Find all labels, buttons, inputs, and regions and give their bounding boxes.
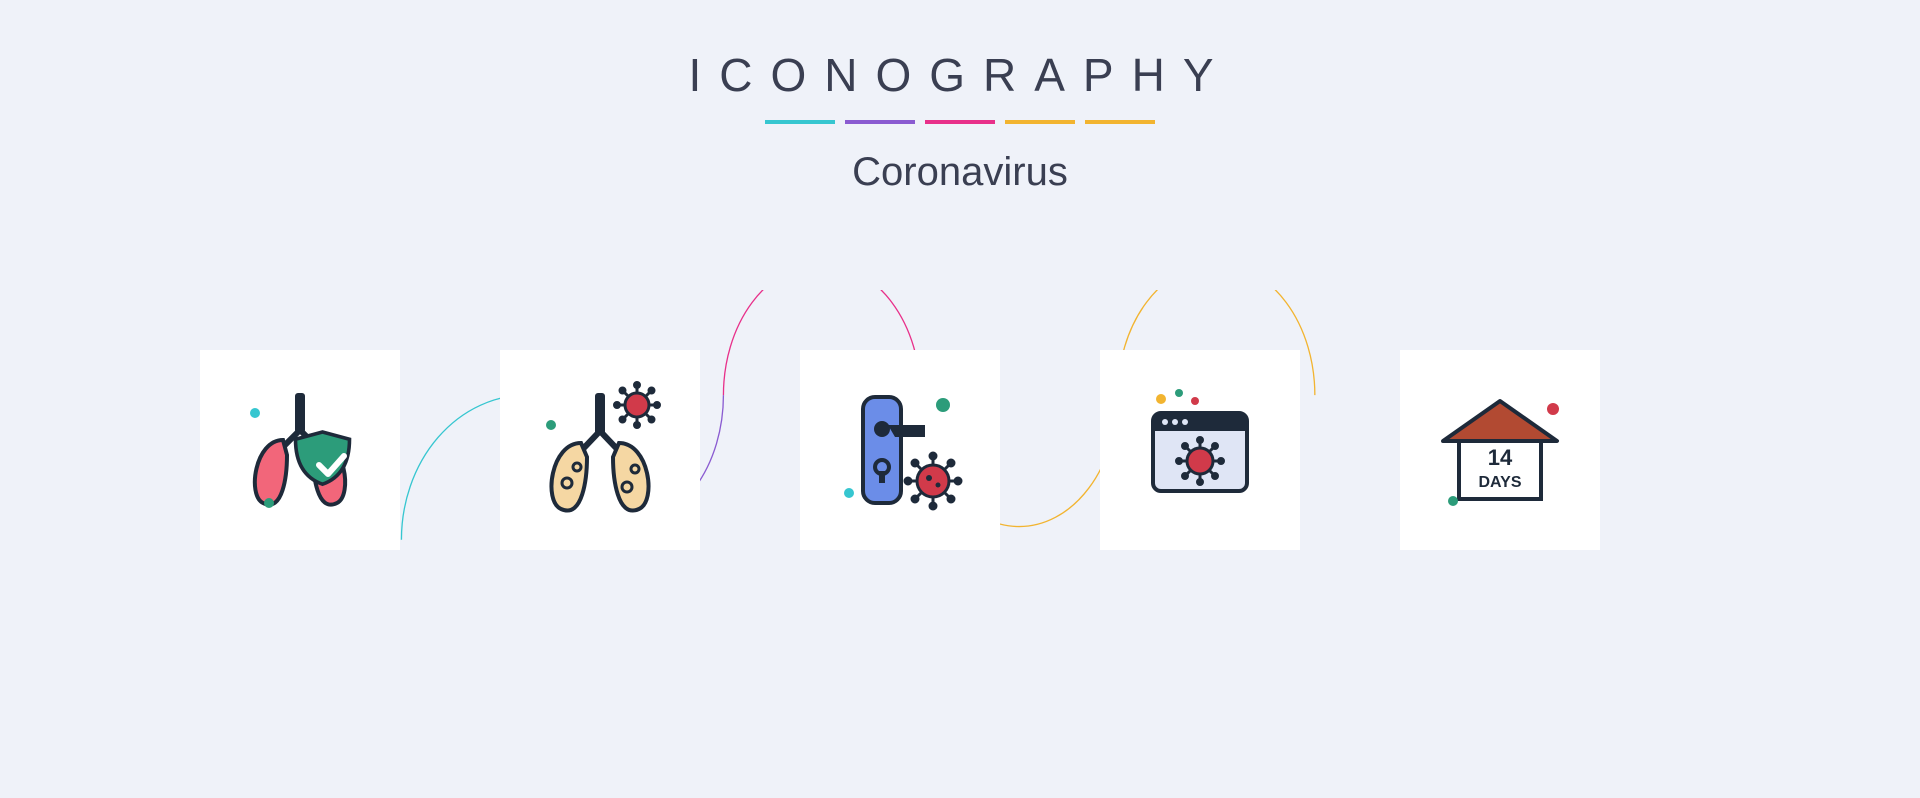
- card-browser-virus: [1100, 350, 1300, 550]
- quarantine-home-icon: 14 DAYS: [1425, 375, 1575, 525]
- underline-seg-2: [925, 120, 995, 124]
- underline-seg-0: [765, 120, 835, 124]
- quarantine-days-label: DAYS: [1479, 474, 1522, 491]
- card-lungs-shield: [200, 350, 400, 550]
- icon-stage: 14 DAYS: [0, 290, 1920, 750]
- underline-seg-1: [845, 120, 915, 124]
- underline-group: [0, 120, 1920, 124]
- subtitle: Coronavirus: [0, 150, 1920, 195]
- lungs-shield-icon: [225, 375, 375, 525]
- lungs-virus-icon: [525, 375, 675, 525]
- underline-seg-3: [1005, 120, 1075, 124]
- door-handle-virus-icon: [825, 375, 975, 525]
- card-quarantine-home: 14 DAYS: [1400, 350, 1600, 550]
- browser-virus-icon: [1125, 375, 1275, 525]
- header: ICONOGRAPHY Coronavirus: [0, 48, 1920, 195]
- page-title: ICONOGRAPHY: [0, 48, 1920, 102]
- quarantine-days-number: 14: [1488, 445, 1513, 470]
- card-lungs-virus: [500, 350, 700, 550]
- underline-seg-4: [1085, 120, 1155, 124]
- card-door-handle-virus: [800, 350, 1000, 550]
